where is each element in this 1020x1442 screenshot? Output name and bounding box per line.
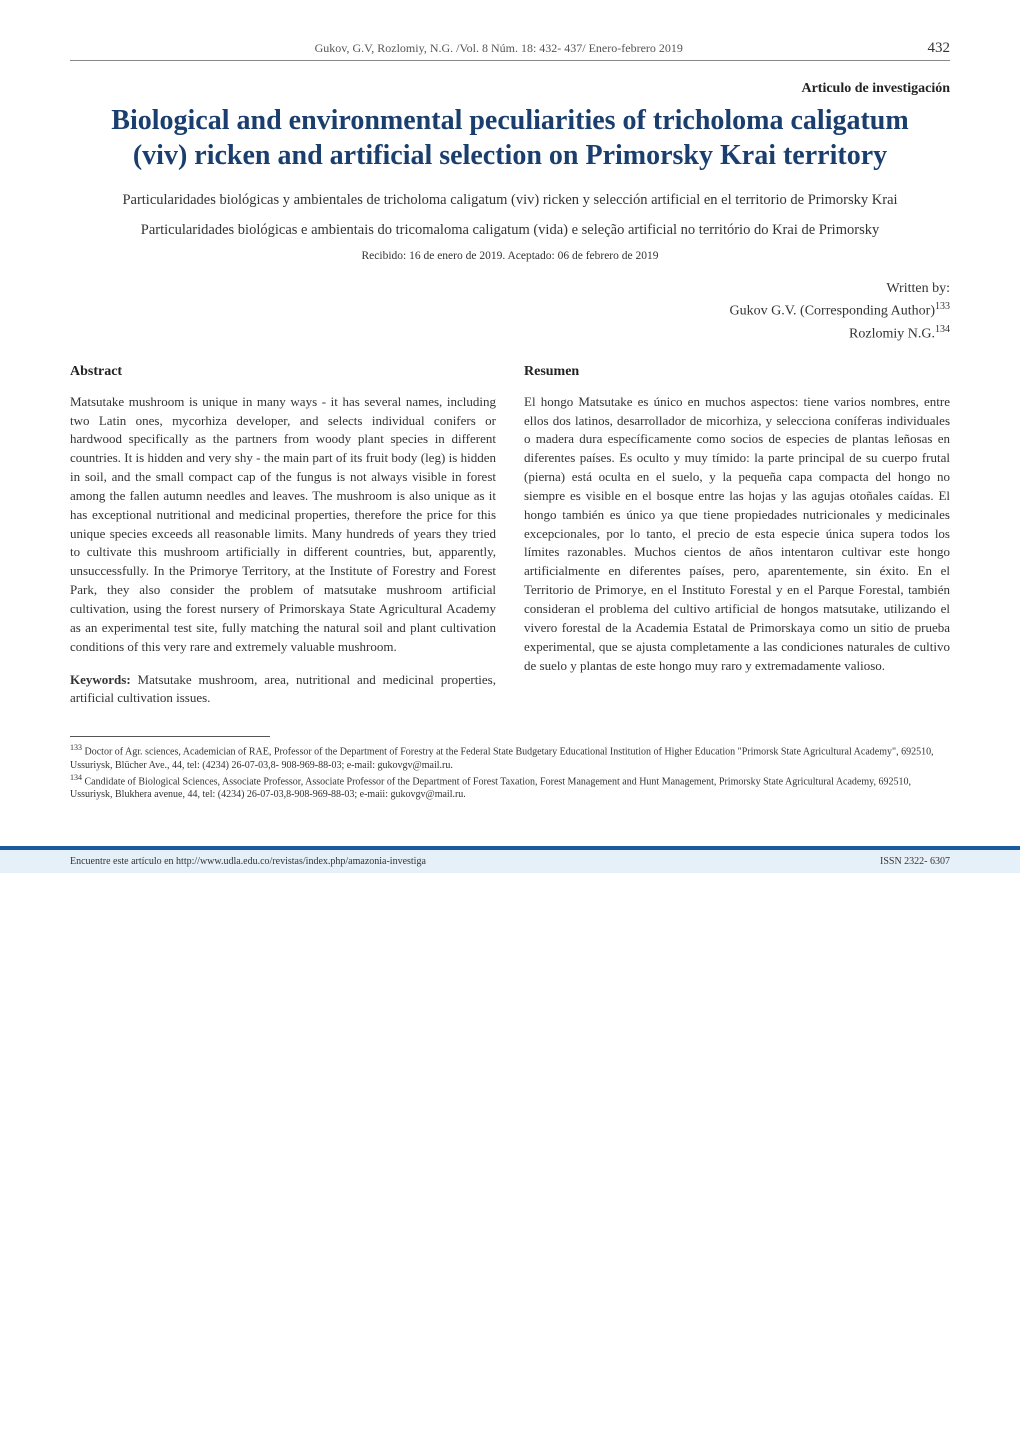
- footnote-1-sup: 133: [70, 743, 82, 752]
- footer-left: Encuentre este artículo en http://www.ud…: [70, 856, 426, 867]
- author-line-2: Rozlomiy N.G.134: [70, 322, 950, 345]
- footer-bar: Encuentre este artículo en http://www.ud…: [0, 846, 1020, 873]
- footnote-1: 133 Doctor of Agr. sciences, Academician…: [70, 743, 950, 772]
- footnote-1-text: Doctor of Agr. sciences, Academician of …: [70, 747, 934, 772]
- main-title: Biological and environmental peculiariti…: [90, 103, 930, 173]
- right-column: Resumen El hongo Matsutake es único en m…: [524, 362, 950, 708]
- author-line-1: Gukov G.V. (Corresponding Author)133: [70, 299, 950, 322]
- subtitle-es: Particularidades biológicas y ambientale…: [100, 191, 920, 211]
- resumen-heading: Resumen: [524, 362, 950, 382]
- header-underline: [70, 60, 950, 61]
- left-column: Abstract Matsutake mushroom is unique in…: [70, 362, 496, 708]
- author-2-sup: 134: [935, 324, 950, 335]
- author-1-name: Gukov G.V. (Corresponding Author): [730, 304, 935, 319]
- running-header-row: Gukov, G.V, Rozlomiy, N.G. /Vol. 8 Núm. …: [70, 40, 950, 58]
- written-by-label: Written by:: [70, 278, 950, 299]
- author-2-name: Rozlomiy N.G.: [849, 326, 935, 341]
- footer-right: ISSN 2322- 6307: [880, 856, 950, 867]
- page-number: 432: [927, 40, 950, 57]
- two-column-body: Abstract Matsutake mushroom is unique in…: [70, 362, 950, 708]
- footnote-2: 134 Candidate of Biological Sciences, As…: [70, 773, 950, 802]
- footnote-2-text: Candidate of Biological Sciences, Associ…: [70, 776, 911, 801]
- footnote-separator: [70, 736, 270, 737]
- abstract-heading: Abstract: [70, 362, 496, 382]
- page-container: Gukov, G.V, Rozlomiy, N.G. /Vol. 8 Núm. …: [0, 0, 1020, 822]
- authors-block: Written by: Gukov G.V. (Corresponding Au…: [70, 278, 950, 344]
- keywords-line: Keywords: Matsutake mushroom, area, nutr…: [70, 671, 496, 709]
- footnote-2-sup: 134: [70, 773, 82, 782]
- keywords-text: Matsutake mushroom, area, nutritional an…: [70, 672, 496, 706]
- keywords-label: Keywords:: [70, 672, 131, 687]
- running-header: Gukov, G.V, Rozlomiy, N.G. /Vol. 8 Núm. …: [315, 41, 683, 56]
- abstract-body: Matsutake mushroom is unique in many way…: [70, 393, 496, 657]
- footnotes: 133 Doctor of Agr. sciences, Academician…: [70, 743, 950, 802]
- article-type: Articulo de investigación: [70, 81, 950, 97]
- resumen-body: El hongo Matsutake es único en muchos as…: [524, 393, 950, 676]
- author-1-sup: 133: [935, 301, 950, 312]
- received-accepted: Recibido: 16 de enero de 2019. Aceptado:…: [70, 250, 950, 262]
- subtitle-pt: Particularidades biológicas e ambientais…: [100, 221, 920, 241]
